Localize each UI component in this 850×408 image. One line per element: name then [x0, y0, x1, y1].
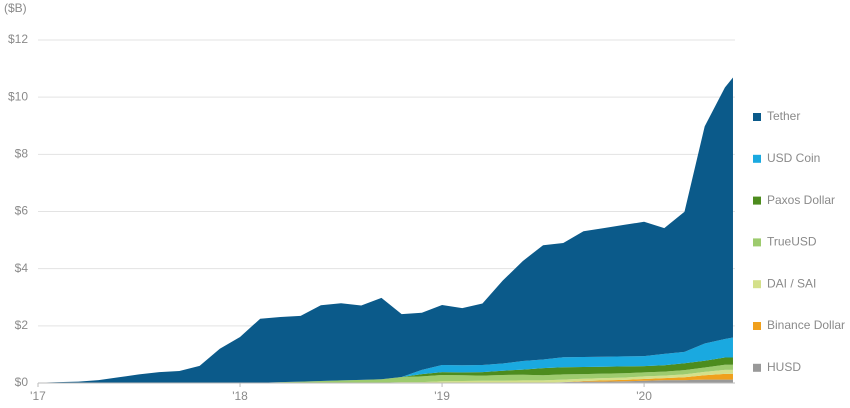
- legend-label: Paxos Dollar: [767, 193, 835, 207]
- y-tick-label: $4: [15, 261, 29, 275]
- y-tick-label: $2: [15, 318, 29, 332]
- y-tick-label: $12: [8, 32, 28, 46]
- y-tick-label: $10: [8, 89, 28, 103]
- legend-swatch: [753, 238, 761, 247]
- legend-swatch: [753, 113, 761, 121]
- y-tick-label: $8: [15, 147, 29, 161]
- x-tick-label: '18: [232, 389, 248, 403]
- legend-swatch: [753, 154, 761, 163]
- legend-swatch: [753, 280, 761, 289]
- y-tick-label: $0: [15, 375, 29, 389]
- legend-label: DAI / SAI: [767, 276, 816, 290]
- legend-swatch: [753, 363, 761, 372]
- legend-label: HUSD: [767, 360, 801, 374]
- legend-label: Tether: [767, 109, 800, 123]
- legend-label: TrueUSD: [767, 235, 817, 249]
- x-tick-label: '19: [434, 389, 450, 403]
- legend-label: USD Coin: [767, 151, 820, 165]
- area: [38, 357, 733, 383]
- legend-swatch: [753, 322, 761, 330]
- y-tick-label: $6: [15, 204, 29, 218]
- legend-swatch: [753, 196, 761, 205]
- area: [38, 337, 733, 383]
- y-unit-label: ($B): [4, 1, 27, 15]
- x-tick-label: '17: [30, 389, 46, 403]
- x-tick-label: '20: [636, 389, 652, 403]
- legend-label: Binance Dollar: [767, 318, 845, 332]
- area: [38, 364, 733, 383]
- area: [38, 77, 733, 383]
